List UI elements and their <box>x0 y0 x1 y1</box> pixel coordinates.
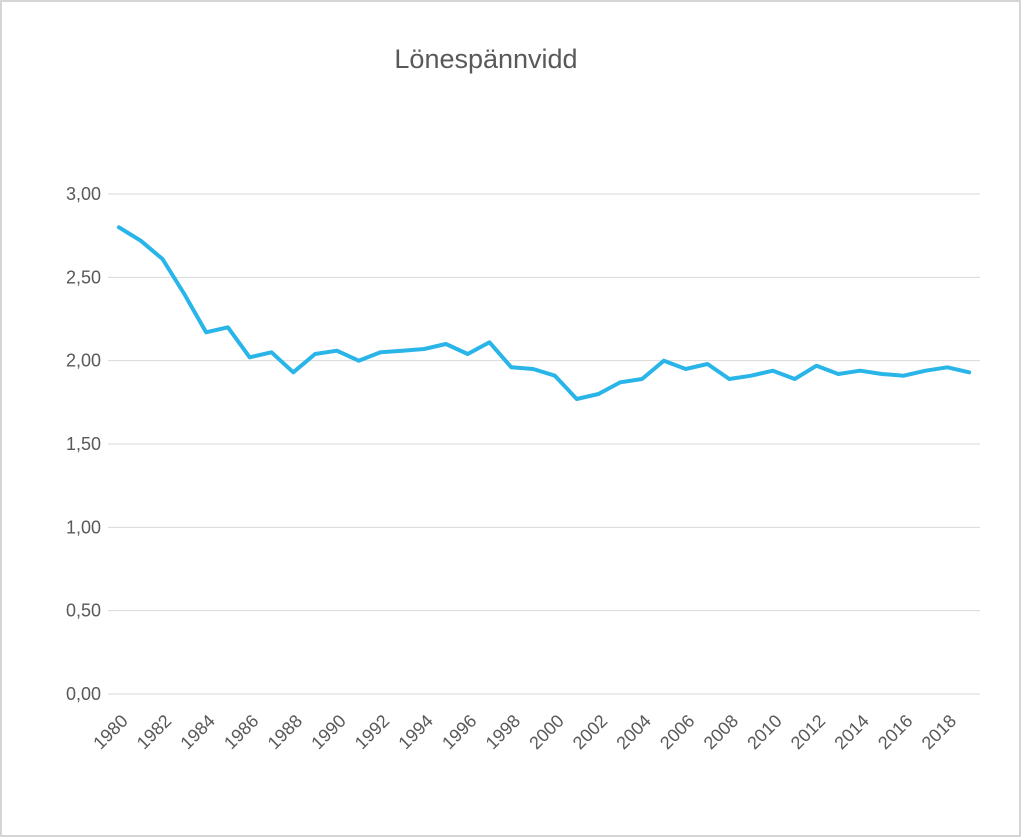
y-axis-tick-label: 1,00 <box>66 517 101 537</box>
x-axis-tick-label: 1996 <box>438 711 480 753</box>
x-axis-tick-label: 1980 <box>89 711 131 753</box>
series-line <box>116 225 972 401</box>
x-axis-tick-label: 1986 <box>220 711 262 753</box>
x-axis-labels-group: 1980 1982 1984 1986 1988 1990 1992 1994 1996 1998… <box>89 711 960 753</box>
chart-title: Lönespännvidd <box>394 44 577 74</box>
x-axis-tick-label: 1984 <box>176 711 218 753</box>
y-axis-tick-label: 1,50 <box>66 434 101 454</box>
x-axis-tick-label: 1994 <box>394 711 436 753</box>
x-axis-tick-label: 1990 <box>307 711 349 753</box>
x-axis-tick-label: 2018 <box>918 711 960 753</box>
y-axis-tick-label: 0,00 <box>66 684 101 704</box>
x-axis-tick-label: 1998 <box>482 711 524 753</box>
x-axis-tick-label: 2002 <box>569 711 611 753</box>
y-axis-tick-label: 2,00 <box>66 351 101 371</box>
series-group <box>116 225 972 401</box>
gridlines-group <box>108 193 980 695</box>
y-axis-labels-group: 0,00 0,50 1,00 1,50 2,00 2,50 3,00 <box>66 184 101 704</box>
x-axis-tick-label: 2016 <box>874 711 916 753</box>
x-axis-tick-label: 1988 <box>264 711 306 753</box>
x-axis-tick-label: 2014 <box>830 711 872 753</box>
x-axis-tick-label: 2010 <box>743 711 785 753</box>
x-axis-tick-label: 2008 <box>700 711 742 753</box>
x-axis-tick-label: 2012 <box>787 711 829 753</box>
x-axis-tick-label: 1992 <box>351 711 393 753</box>
x-axis-tick-label: 2000 <box>525 711 567 753</box>
y-axis-tick-label: 3,00 <box>66 184 101 204</box>
x-axis-tick-label: 2006 <box>656 711 698 753</box>
y-axis-tick-label: 2,50 <box>66 267 101 287</box>
y-axis-tick-label: 0,50 <box>66 601 101 621</box>
x-axis-tick-label: 1982 <box>133 711 175 753</box>
x-axis-tick-label: 2004 <box>612 711 654 753</box>
